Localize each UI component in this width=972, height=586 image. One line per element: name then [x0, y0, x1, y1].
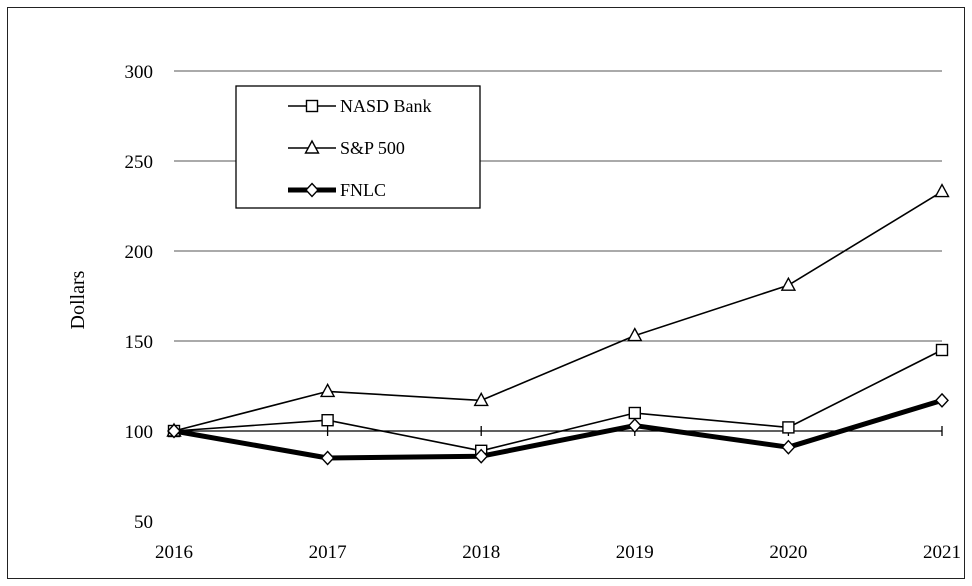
- point-fnlc-2018: [474, 448, 489, 464]
- x-tick-label-2018: 2018: [462, 542, 500, 563]
- legend-marker-nasd-bank: [305, 99, 319, 113]
- point-nasd-bank-2020: [782, 421, 795, 434]
- series-line-nasd-bank: [173, 349, 943, 452]
- y-tick-label-300: 300: [125, 62, 154, 83]
- point-s-p-500-2018: [473, 391, 489, 407]
- legend-label-fnlc: FNLC: [340, 180, 386, 200]
- y-tick-label-250: 250: [125, 152, 154, 173]
- point-s-p-500-2021: [934, 183, 950, 198]
- point-fnlc-2021: [935, 392, 949, 408]
- legend-label-nasd-bank: NASD Bank: [340, 96, 432, 116]
- point-fnlc-2017: [320, 450, 335, 466]
- x-tick-label-2019: 2019: [616, 542, 654, 563]
- legend-label-s-p-500: S&P 500: [340, 138, 405, 158]
- point-s-p-500-2019: [627, 327, 643, 342]
- point-nasd-bank-2019: [628, 406, 641, 420]
- legend-box: [235, 85, 481, 209]
- y-axis-label: Dollars: [67, 270, 89, 329]
- legend: NASD Bank S&P 500 FNLC: [235, 85, 481, 209]
- series-s-p-500: [166, 183, 950, 437]
- series-layer: [166, 183, 950, 466]
- point-fnlc-2016: [167, 423, 181, 439]
- x-tick-label-2016: 2016: [155, 542, 193, 563]
- y-tick-label-200: 200: [125, 242, 154, 263]
- legend-marker-fnlc: [305, 182, 319, 198]
- y-tick-label-150: 150: [125, 332, 154, 353]
- legend-marker-s-p-500: [304, 139, 320, 154]
- y-tick-label-50: 50: [134, 512, 153, 533]
- point-fnlc-2019: [627, 418, 642, 434]
- point-s-p-500-2020: [780, 276, 797, 291]
- y-tick-label-100: 100: [125, 422, 154, 443]
- series-fnlc: [167, 392, 949, 466]
- point-fnlc-2020: [781, 439, 796, 455]
- series-line-fnlc: [173, 398, 943, 461]
- x-tick-label-2020: 2020: [769, 542, 807, 563]
- point-s-p-500-2017: [319, 382, 336, 398]
- x-tick-label-2017: 2017: [309, 542, 347, 563]
- series-line-s-p-500: [173, 190, 943, 432]
- point-nasd-bank-2021: [935, 343, 949, 357]
- chart-frame: [7, 7, 965, 579]
- x-tick-label-2021: 2021: [923, 542, 961, 563]
- tick-labels: 50 100 150 200 250 300 2016 2017 2018 2019 2020 202…: [125, 62, 962, 563]
- point-nasd-bank-2017: [321, 414, 334, 427]
